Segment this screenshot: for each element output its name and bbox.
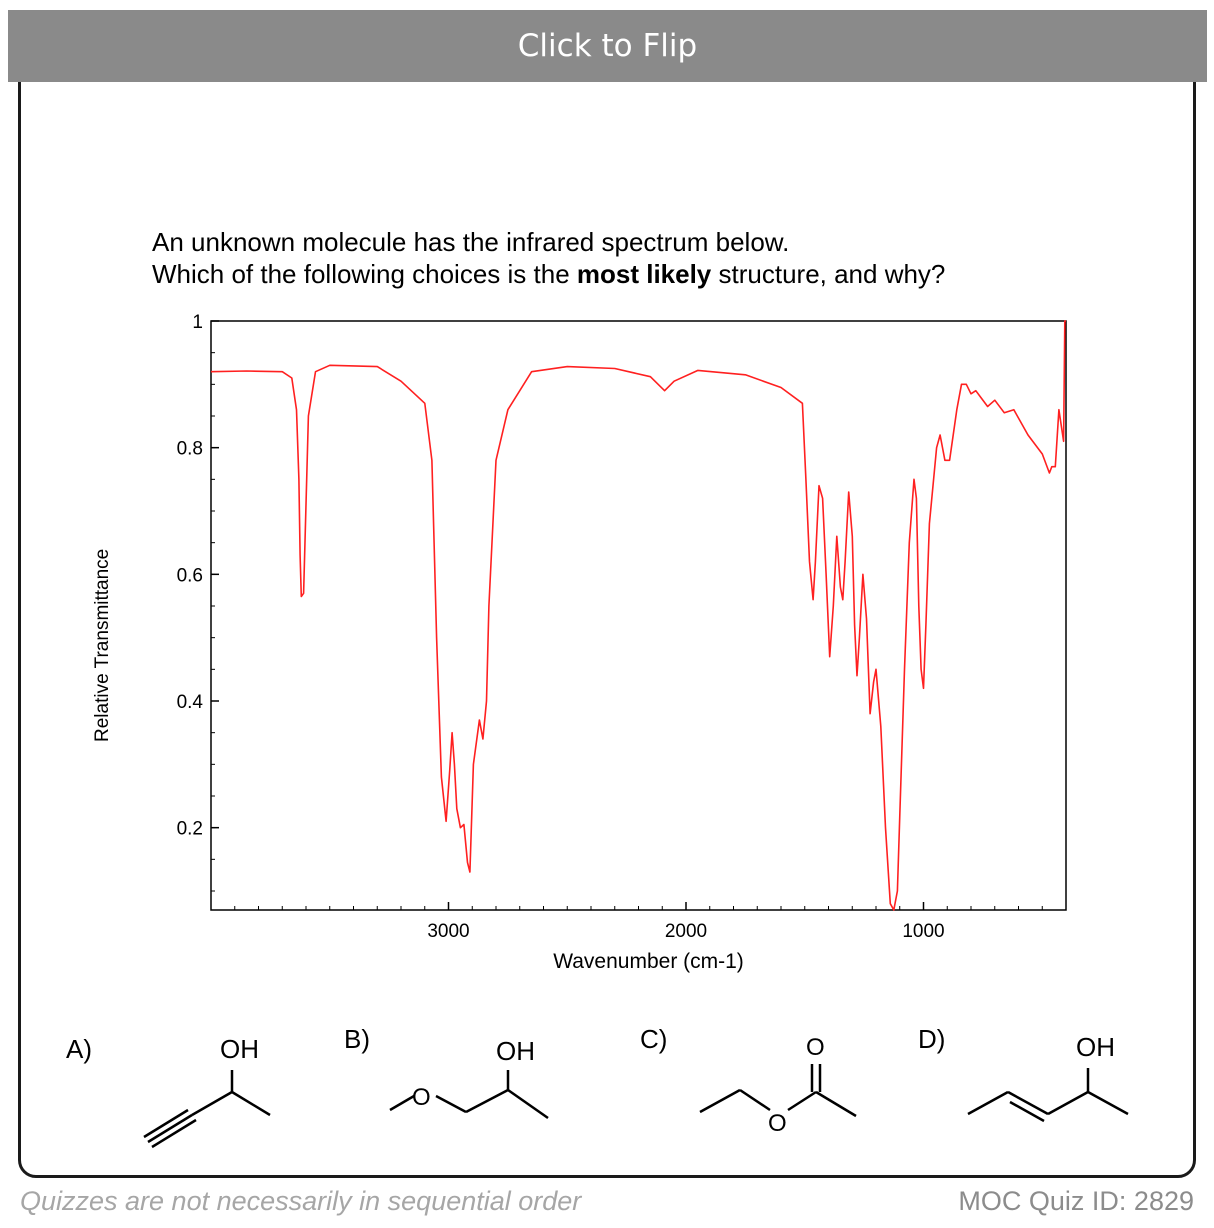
choice-d-label[interactable]: D)	[918, 1024, 946, 1054]
y-tick-label: 0.2	[177, 819, 203, 840]
click-to-flip-button[interactable]: Click to Flip	[8, 10, 1207, 82]
question-text: An unknown molecule has the infrared spe…	[152, 226, 945, 290]
question-line-2: Which of the following choices is the mo…	[152, 258, 945, 290]
choice-b-ether-o-text: O	[412, 1084, 431, 1111]
plot-frame	[210, 320, 1067, 911]
flashcard[interactable]	[18, 18, 1196, 1178]
spectrum-line	[210, 320, 1066, 911]
question-line-2-end: structure, and why?	[711, 259, 946, 289]
question-emphasis: most likely	[576, 259, 712, 289]
question-line-1: An unknown molecule has the infrared spe…	[152, 227, 790, 257]
x-tick-label: 2000	[665, 921, 707, 942]
quiz-id: MOC Quiz ID: 2829	[958, 1186, 1194, 1216]
choice-c-structure[interactable]	[690, 1060, 870, 1140]
y-tick-label: 0.6	[177, 565, 203, 586]
x-axis-label: Wavenumber (cm-1)	[553, 950, 744, 973]
choice-c-carbonyl-o-text: O	[806, 1034, 825, 1061]
choice-a-oh-text: OH	[220, 1034, 259, 1064]
choice-b-structure[interactable]	[380, 1060, 560, 1140]
choice-b-label[interactable]: B)	[344, 1024, 370, 1054]
x-tick-label: 1000	[902, 921, 944, 942]
choice-c-ester-o-text: O	[768, 1110, 787, 1137]
choice-c-label[interactable]: C)	[640, 1024, 668, 1054]
choice-d-structure[interactable]	[960, 1060, 1140, 1130]
y-tick-label: 1	[192, 312, 203, 333]
choice-a-structure[interactable]	[140, 1060, 290, 1160]
chart-axes	[210, 320, 1067, 911]
question-line-2-start: Which of the following choices is the	[152, 259, 577, 289]
choice-b-oh-text: OH	[496, 1036, 535, 1066]
y-tick-label: 0.4	[177, 692, 204, 713]
x-tick-label: 3000	[427, 921, 469, 942]
ir-spectrum-chart: 1 0.8 0.6 0.4 0.2 3000 2000 1000 Wavenumber (cm-…	[177, 312, 1067, 973]
choice-d-oh-text: OH	[1076, 1032, 1115, 1062]
chart-ticks: 1 0.8 0.6 0.4 0.2 3000 2000 1000 Wavenumber (cm-…	[177, 312, 1043, 973]
chart-series	[210, 320, 1066, 911]
footer-note: Quizzes are not necessarily in sequentia…	[20, 1186, 582, 1216]
choice-a-label[interactable]: A)	[66, 1034, 92, 1064]
y-tick-label: 0.8	[177, 439, 203, 460]
